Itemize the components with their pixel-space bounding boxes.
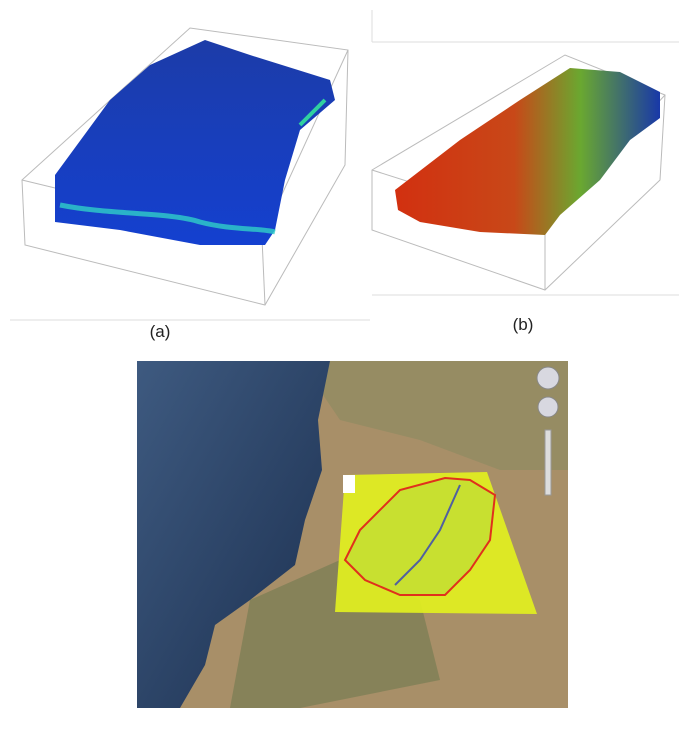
- map-control[interactable]: [538, 397, 558, 417]
- terrain-a: [55, 40, 335, 245]
- panel-label: (b): [513, 315, 534, 334]
- panel-label: (a): [150, 322, 171, 341]
- zoom-slider[interactable]: [545, 430, 551, 495]
- terrain-b: [395, 68, 660, 235]
- map-patch: [343, 475, 355, 493]
- map-control[interactable]: [537, 367, 559, 389]
- figure: (a) (b): [0, 0, 679, 737]
- satellite-map: [137, 361, 568, 708]
